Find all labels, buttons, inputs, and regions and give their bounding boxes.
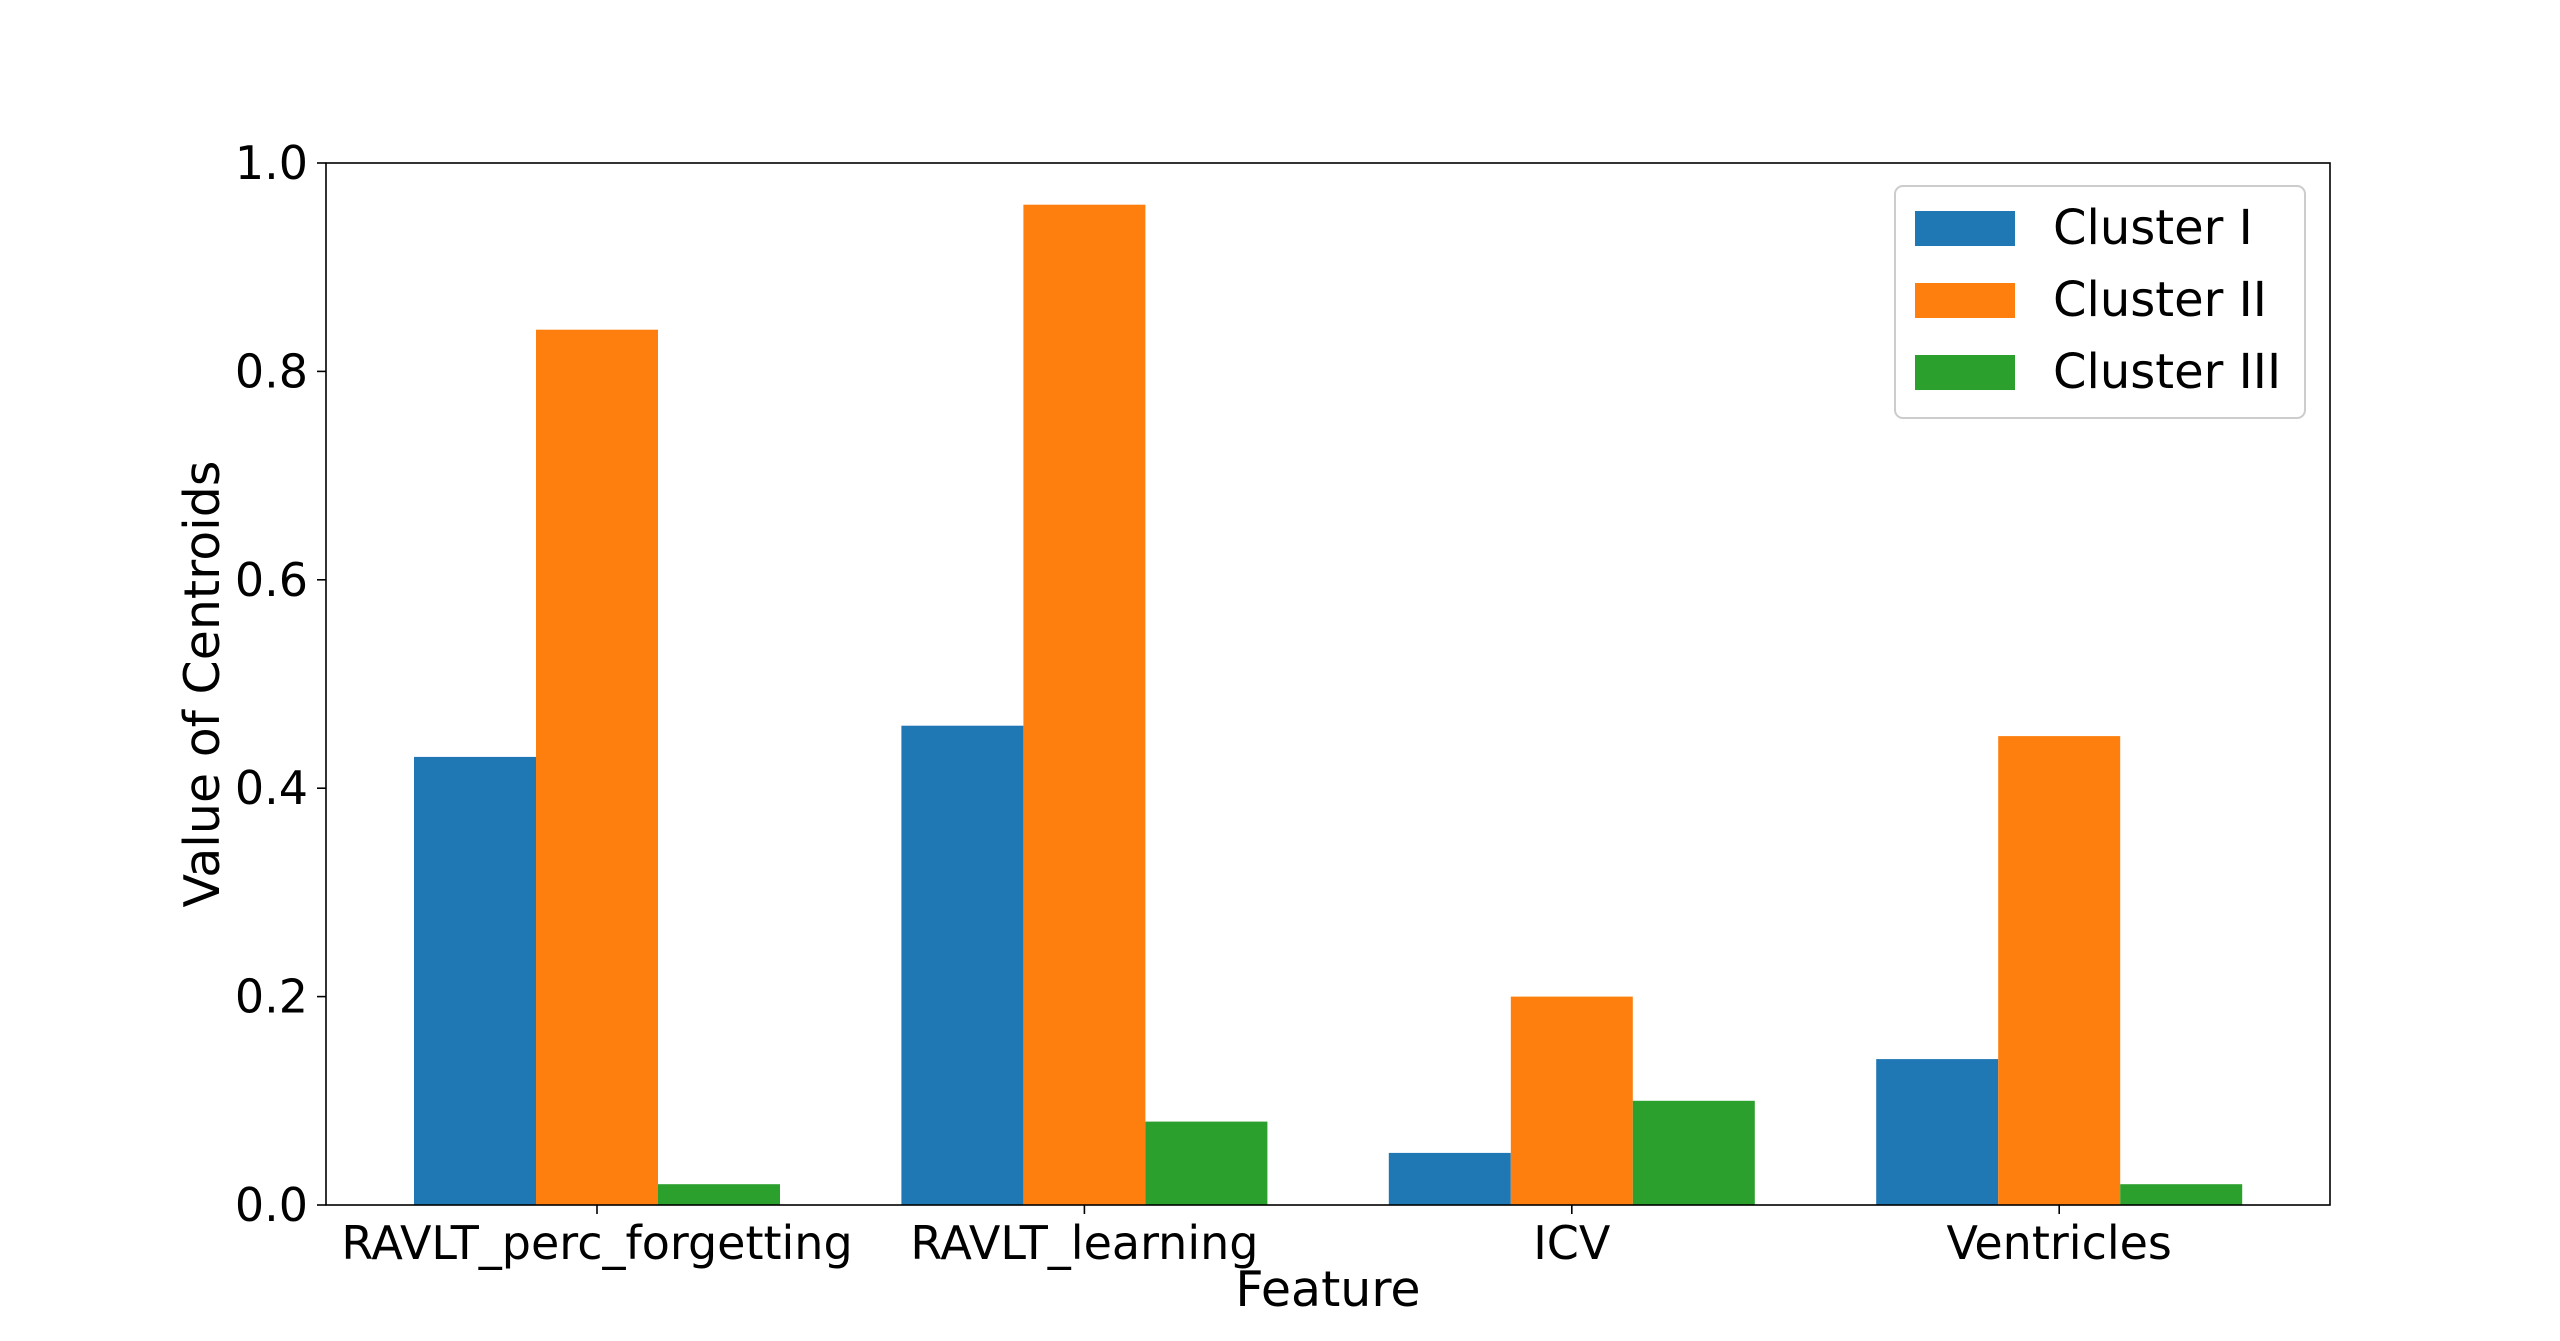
bar-cluster-ii-ventricles bbox=[1998, 736, 2121, 1205]
x-axis-title: Feature bbox=[1235, 1261, 1420, 1318]
bar-cluster-ii-ravlt-perc-forgetting bbox=[536, 329, 658, 1205]
y-axis-title: Value of Centroids bbox=[174, 461, 231, 908]
x-tick-label: Ventricles bbox=[1946, 1216, 2171, 1270]
bar-cluster-iii-icv bbox=[1632, 1100, 1755, 1205]
plot-frame bbox=[325, 162, 2331, 1206]
y-tick-label: 1.0 bbox=[235, 136, 308, 190]
y-tick-label: 0.8 bbox=[235, 344, 308, 398]
bar-cluster-iii-ravlt-learning bbox=[1145, 1121, 1268, 1205]
bar-cluster-i-ravlt-perc-forgetting bbox=[414, 756, 536, 1205]
bar-cluster-iii-ventricles bbox=[2120, 1184, 2243, 1205]
legend: Cluster I Cluster II Cluster III bbox=[1894, 185, 2306, 419]
bar-cluster-i-ventricles bbox=[1876, 1059, 1999, 1205]
x-axis-ticks: RAVLT_perc_forgetting RAVLT_learning ICV Ve… bbox=[341, 1205, 2172, 1270]
x-tick-label: ICV bbox=[1533, 1216, 1611, 1270]
bar-cluster-iii-ravlt-perc-forgetting bbox=[658, 1184, 780, 1205]
bar-cluster-ii-ravlt-learning bbox=[1023, 204, 1146, 1205]
legend-label-cluster-i: Cluster I bbox=[2053, 200, 2253, 256]
y-tick-label: 0.4 bbox=[235, 761, 308, 815]
y-tick-label: 0.0 bbox=[235, 1178, 308, 1232]
x-tick-label: RAVLT_perc_forgetting bbox=[341, 1216, 852, 1270]
x-tick-label: RAVLT_learning bbox=[910, 1216, 1258, 1270]
y-tick-label: 0.2 bbox=[235, 970, 308, 1024]
y-axis-ticks: 0.0 0.2 0.4 0.6 0.8 1.0 bbox=[235, 136, 326, 1232]
legend-swatch-cluster-ii bbox=[1915, 283, 2015, 318]
bars-group bbox=[414, 204, 2243, 1205]
bar-cluster-i-icv bbox=[1388, 1152, 1511, 1205]
y-tick-label: 0.6 bbox=[235, 553, 308, 607]
bar-cluster-i-ravlt-learning bbox=[901, 725, 1024, 1205]
legend-label-cluster-iii: Cluster III bbox=[2053, 344, 2281, 400]
legend-label-cluster-ii: Cluster II bbox=[2053, 272, 2267, 328]
legend-swatch-cluster-i bbox=[1915, 211, 2015, 246]
bar-cluster-ii-icv bbox=[1510, 996, 1633, 1205]
legend-swatch-cluster-iii bbox=[1915, 355, 2015, 390]
